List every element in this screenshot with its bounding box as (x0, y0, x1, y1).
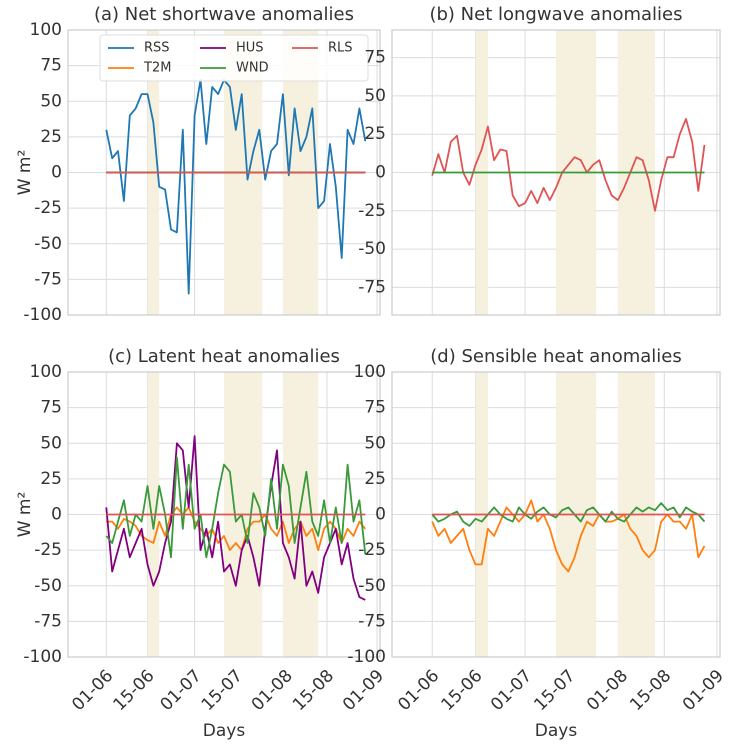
legend-box (99, 34, 369, 82)
y-tick-label: -100 (23, 647, 62, 667)
x-tick-label: 15-06 (438, 666, 487, 715)
series-line (431, 502, 706, 527)
panel-title: (d) Sensible heat anomalies (430, 346, 681, 367)
series-line (105, 456, 367, 559)
x-tick-label: 15-06 (109, 666, 158, 715)
x-axis-label: Days (535, 721, 578, 741)
series-line (106, 506, 366, 551)
x-tick-label: 01-08 (248, 666, 297, 715)
y-tick-label: 0 (375, 163, 386, 183)
y-tick-label: 100 (354, 362, 386, 382)
y-tick-label: 100 (30, 362, 62, 382)
y-tick-label: 0 (375, 505, 386, 525)
y-tick-label: -75 (358, 611, 386, 631)
y-tick-label: -75 (34, 611, 62, 631)
y-axis-label: W m² (15, 150, 35, 196)
y-tick-label: -100 (23, 305, 62, 325)
y-tick-label: 25 (364, 469, 386, 489)
y-tick-label: 75 (40, 56, 62, 76)
y-axis-label: W m² (15, 492, 35, 538)
x-tick-label: 01-06 (68, 666, 117, 715)
series-line (431, 118, 706, 212)
series-line (431, 499, 706, 573)
y-tick-label: -50 (34, 576, 62, 596)
y-tick-label: -25 (358, 201, 386, 221)
y-tick-label: -100 (347, 647, 386, 667)
y-tick-label: 0 (51, 505, 62, 525)
series-line (105, 79, 367, 295)
x-tick-label: 15-08 (626, 666, 675, 715)
x-tick-label: 01-08 (583, 666, 632, 715)
series-line (105, 435, 366, 601)
y-tick-label: 75 (364, 48, 386, 68)
y-tick-label: 25 (40, 127, 62, 147)
y-tick-label: 50 (364, 86, 386, 106)
panel-title: (c) Latent heat anomalies (108, 346, 340, 367)
panel-title: (a) Net shortwave anomalies (94, 4, 354, 25)
y-tick-label: 50 (40, 433, 62, 453)
y-tick-label: -50 (34, 234, 62, 254)
y-tick-label: 75 (40, 398, 62, 418)
y-tick-label: 50 (40, 91, 62, 111)
y-tick-label: 50 (364, 433, 386, 453)
x-tick-label: 15-08 (289, 666, 338, 715)
y-tick-label: -50 (358, 576, 386, 596)
y-tick-label: -25 (358, 540, 386, 560)
plot-frame (391, 29, 721, 316)
legend-label: HUS (236, 41, 264, 56)
panel-title: (b) Net longwave anomalies (429, 4, 682, 25)
x-tick-label: 01-07 (157, 666, 206, 715)
y-tick-label: -25 (34, 540, 62, 560)
x-tick-label: 01-09 (679, 666, 728, 715)
x-axis-label: Days (203, 721, 246, 741)
legend-label: WND (236, 61, 269, 76)
legend-label: RLS (328, 41, 353, 56)
plot-frame (67, 371, 381, 658)
x-tick-label: 01-09 (339, 666, 388, 715)
legend-label: T2M (143, 61, 171, 76)
legend-label: RSS (144, 41, 170, 56)
y-tick-label: -50 (358, 239, 386, 259)
x-tick-label: 01-07 (487, 666, 536, 715)
y-tick-label: 100 (30, 20, 62, 40)
x-tick-label: 15-07 (198, 666, 247, 715)
plot-frame (67, 29, 381, 316)
y-tick-label: -75 (358, 277, 386, 297)
y-tick-label: 25 (40, 469, 62, 489)
y-tick-label: 0 (51, 163, 62, 183)
x-tick-label: 15-07 (530, 666, 579, 715)
plot-frame (391, 371, 721, 658)
y-tick-label: 75 (364, 398, 386, 418)
y-tick-label: 25 (364, 124, 386, 144)
y-tick-label: -25 (34, 198, 62, 218)
y-tick-label: -75 (34, 269, 62, 289)
x-tick-label: 01-06 (394, 666, 443, 715)
